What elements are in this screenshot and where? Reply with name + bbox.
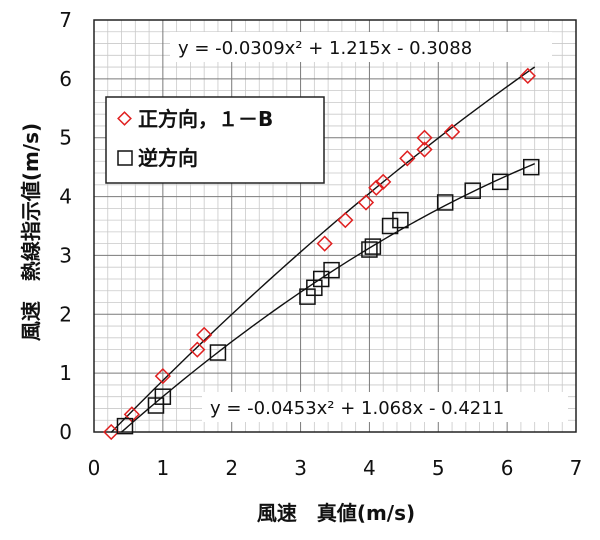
equation-2-background <box>202 392 568 422</box>
y-tick-label: 3 <box>59 243 72 267</box>
data-point-diamond <box>416 129 433 146</box>
data-point-square <box>492 173 509 191</box>
legend-diamond-marker <box>117 111 132 126</box>
x-tick-label: 5 <box>432 456 445 480</box>
y-tick-label: 0 <box>59 420 72 444</box>
data-point-square <box>154 388 172 405</box>
minor-gridlines <box>94 20 576 432</box>
y-tick-label: 6 <box>59 67 72 91</box>
x-tick-label: 4 <box>363 456 376 480</box>
data-point-square <box>381 217 399 235</box>
legend-square-marker <box>117 150 133 166</box>
data-point-square <box>209 344 227 361</box>
legend: 正方向，１－B 逆方向 <box>105 96 325 184</box>
x-tick-label: 7 <box>570 456 583 480</box>
y-tick-label: 7 <box>59 8 72 32</box>
x-tick-label: 1 <box>156 456 169 480</box>
data-point-diamond <box>399 150 416 167</box>
data-point-diamond <box>368 179 385 196</box>
x-tick-label: 0 <box>88 456 101 480</box>
data-point-diamond <box>103 423 120 441</box>
data-point-diamond <box>357 194 375 211</box>
x-tick-label: 3 <box>294 456 307 480</box>
data-point-square <box>312 270 330 288</box>
equation-upper-label: y = -0.0309x² + 1.215x - 0.3088 <box>178 38 472 59</box>
x-tick-label: 2 <box>225 456 238 480</box>
data-point-diamond <box>154 367 171 385</box>
data-point-square <box>392 211 409 229</box>
legend-label-series-1: 正方向，１－B <box>138 107 273 131</box>
legend-label-series-2: 逆方向 <box>138 146 198 170</box>
data-point-square <box>464 182 481 199</box>
plot-frame <box>93 19 577 433</box>
y-axis-title: 風速 熱線指示値(m/s) <box>19 123 43 341</box>
trendline-series-1 <box>110 66 536 433</box>
legend-box <box>105 96 325 184</box>
data-point-square <box>364 238 382 255</box>
y-tick-label: 1 <box>59 361 72 385</box>
data-point-diamond <box>196 326 213 344</box>
data-point-square <box>436 194 454 211</box>
data-point-square <box>323 261 340 279</box>
data-point-diamond <box>416 141 433 158</box>
y-axis-ticks: 0 1 2 3 4 5 6 7 <box>59 8 72 444</box>
major-gridlines <box>94 20 576 432</box>
equation-lower-label: y = -0.0453x² + 1.068x - 0.4211 <box>210 398 504 419</box>
data-point-diamond <box>375 173 392 190</box>
data-point-diamond <box>519 67 536 85</box>
x-tick-label: 6 <box>501 456 514 480</box>
data-points <box>103 67 540 441</box>
y-tick-label: 5 <box>59 126 72 150</box>
data-point-diamond <box>316 235 333 252</box>
data-point-square <box>116 417 134 435</box>
y-tick-label: 2 <box>59 302 72 326</box>
data-point-diamond <box>189 341 206 358</box>
x-axis-title: 風速 真値(m/s) <box>257 501 415 525</box>
data-point-diamond <box>443 123 461 140</box>
data-point-square <box>522 158 540 176</box>
data-point-diamond <box>337 211 354 229</box>
y-tick-label: 4 <box>59 185 72 209</box>
equation-1-background <box>170 32 552 62</box>
x-axis-ticks: 0 1 2 3 4 5 6 7 <box>88 456 583 480</box>
data-point-square <box>361 241 378 258</box>
